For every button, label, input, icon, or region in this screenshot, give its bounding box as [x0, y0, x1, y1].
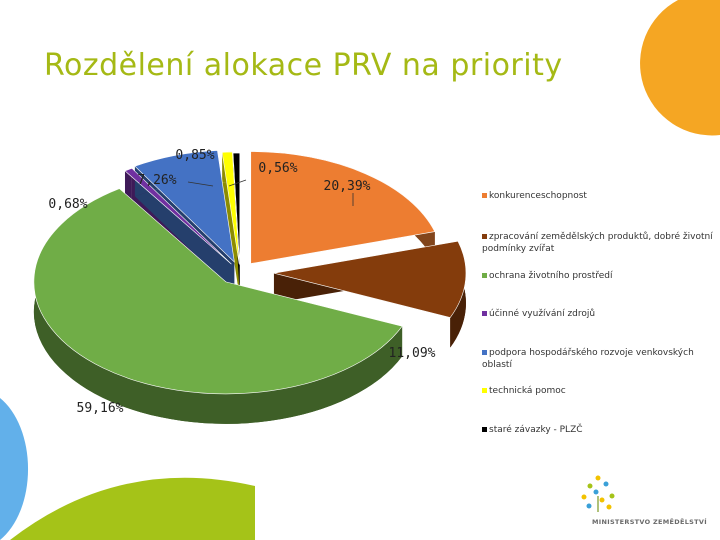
- leader-line: [228, 179, 247, 187]
- legend-label: staré závazky - PLZČ: [489, 425, 583, 435]
- legend-entry: účinné využívání zdrojů: [482, 308, 718, 320]
- pie-slice-edge: [124, 168, 132, 201]
- orange-corner-decoration: [640, 0, 720, 136]
- data-label: 0,85%: [175, 148, 214, 163]
- pie-slice: [124, 167, 232, 265]
- ministry-flower-logo-icon: [581, 475, 615, 512]
- data-label: 0,56%: [258, 161, 297, 176]
- legend-swatch: [482, 193, 487, 198]
- legend-label: konkurenceschopnost: [489, 191, 587, 201]
- legend-label: technická pomoc: [489, 386, 566, 396]
- legend-swatch: [482, 427, 487, 432]
- pie-slice: [221, 151, 240, 264]
- pie-slice: [33, 188, 403, 395]
- pie-slice: [250, 151, 436, 264]
- green-wave-decoration: [10, 477, 255, 540]
- slide-title: Rozdělení alokace PRV na priority: [44, 48, 563, 83]
- legend-entry: staré závazky - PLZČ: [482, 424, 718, 436]
- legend-swatch: [482, 350, 487, 355]
- data-label: 0,68%: [48, 197, 87, 212]
- legend-swatch: [482, 273, 487, 278]
- data-label: 20,39%: [324, 179, 371, 194]
- legend-label: podpora hospodářského rozvoje venkovskýc…: [482, 348, 694, 370]
- legend-entry: technická pomoc: [482, 385, 718, 397]
- legend-label: zpracování zemědělských produktů, dobré …: [482, 232, 713, 254]
- legend-label: ochrana životního prostředí: [489, 271, 613, 281]
- legend-label: účinné využívání zdrojů: [489, 309, 596, 319]
- pie-slice: [273, 240, 467, 318]
- legend-entry: podpora hospodářského rozvoje venkovskýc…: [482, 347, 718, 371]
- legend-entry: konkurenceschopnost: [482, 190, 718, 202]
- legend-swatch: [482, 311, 487, 316]
- legend-swatch: [482, 234, 487, 239]
- data-label: 11,09%: [389, 346, 436, 361]
- legend-swatch: [482, 388, 487, 393]
- pie-slice-side: [222, 151, 240, 294]
- ministry-logo-text: MINISTERSTVO ZEMĚDĚLSTVÍ: [592, 518, 707, 526]
- data-label: 59,16%: [77, 401, 124, 416]
- blue-corner-decoration: [0, 398, 29, 540]
- legend-entry: ochrana životního prostředí: [482, 270, 718, 282]
- legend-entry: zpracování zemědělských produktů, dobré …: [482, 231, 718, 255]
- pie-slice: [134, 150, 235, 263]
- leader-line: [187, 181, 214, 187]
- pie-slice: [232, 152, 241, 266]
- data-label: 7,26%: [137, 173, 176, 188]
